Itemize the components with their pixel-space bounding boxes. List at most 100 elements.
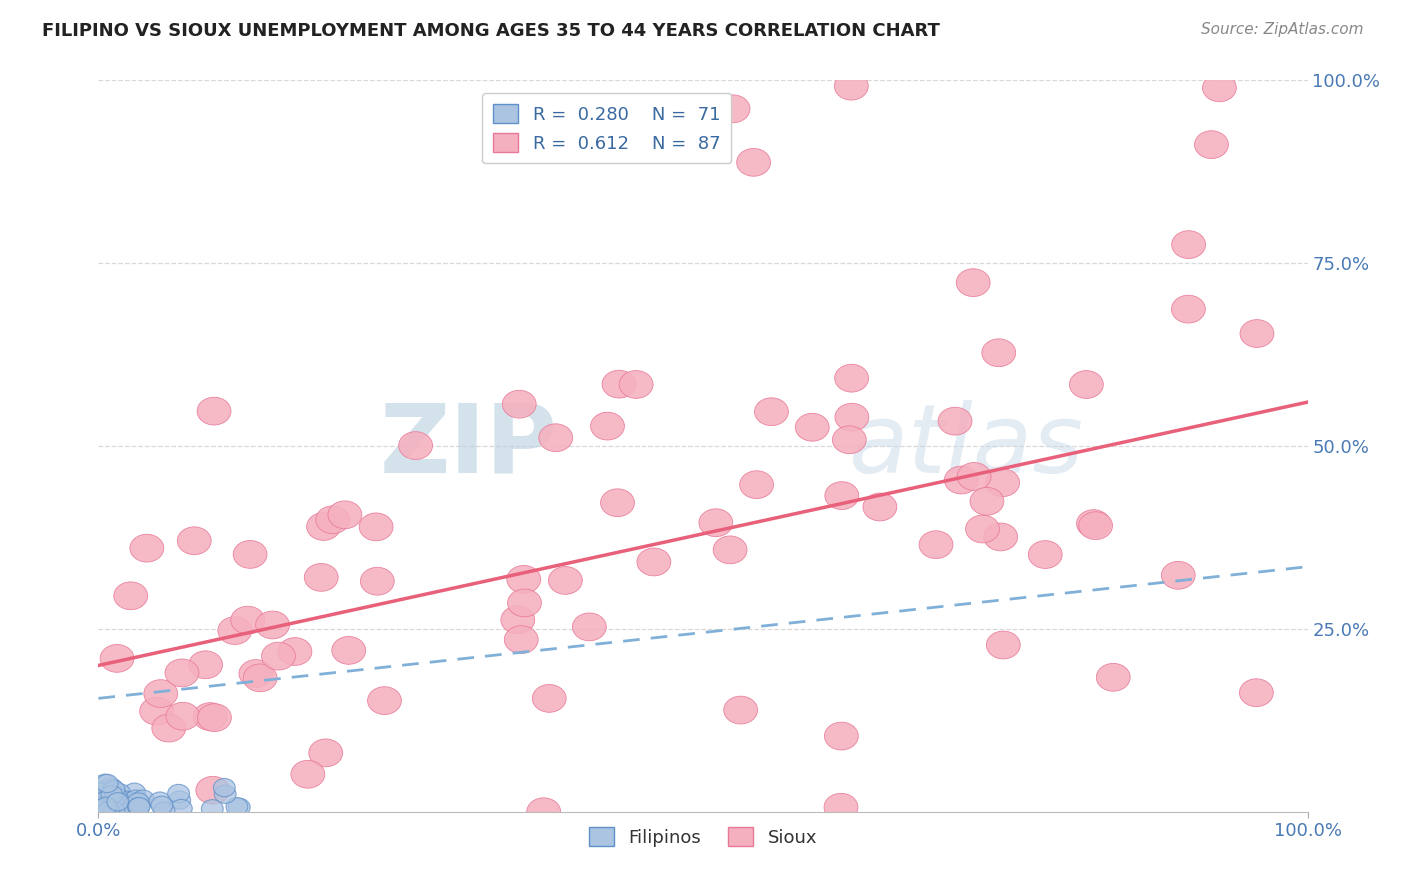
Ellipse shape bbox=[150, 797, 173, 814]
Ellipse shape bbox=[832, 425, 866, 454]
Ellipse shape bbox=[1077, 509, 1111, 538]
Ellipse shape bbox=[233, 541, 267, 568]
Ellipse shape bbox=[1028, 541, 1062, 568]
Ellipse shape bbox=[1097, 664, 1130, 691]
Ellipse shape bbox=[125, 790, 148, 808]
Text: FILIPINO VS SIOUX UNEMPLOYMENT AMONG AGES 35 TO 44 YEARS CORRELATION CHART: FILIPINO VS SIOUX UNEMPLOYMENT AMONG AGE… bbox=[42, 22, 941, 40]
Ellipse shape bbox=[505, 625, 538, 654]
Ellipse shape bbox=[167, 784, 190, 803]
Ellipse shape bbox=[103, 780, 125, 798]
Ellipse shape bbox=[824, 793, 858, 822]
Ellipse shape bbox=[214, 779, 235, 797]
Ellipse shape bbox=[166, 702, 200, 731]
Ellipse shape bbox=[97, 802, 120, 820]
Ellipse shape bbox=[527, 797, 561, 826]
Ellipse shape bbox=[619, 370, 652, 399]
Ellipse shape bbox=[239, 660, 273, 688]
Ellipse shape bbox=[508, 589, 541, 616]
Ellipse shape bbox=[1202, 74, 1236, 102]
Ellipse shape bbox=[121, 792, 142, 811]
Ellipse shape bbox=[114, 791, 136, 810]
Ellipse shape bbox=[197, 397, 231, 425]
Ellipse shape bbox=[193, 703, 226, 731]
Ellipse shape bbox=[291, 760, 325, 789]
Ellipse shape bbox=[966, 515, 1000, 543]
Ellipse shape bbox=[91, 799, 114, 817]
Ellipse shape bbox=[945, 467, 979, 494]
Ellipse shape bbox=[96, 789, 118, 806]
Ellipse shape bbox=[367, 687, 401, 714]
Ellipse shape bbox=[572, 613, 606, 640]
Ellipse shape bbox=[105, 799, 127, 817]
Ellipse shape bbox=[101, 790, 124, 808]
Ellipse shape bbox=[920, 531, 953, 558]
Ellipse shape bbox=[94, 797, 115, 816]
Ellipse shape bbox=[737, 148, 770, 177]
Ellipse shape bbox=[226, 797, 247, 816]
Ellipse shape bbox=[713, 536, 747, 564]
Legend: Filipinos, Sioux: Filipinos, Sioux bbox=[582, 820, 824, 854]
Ellipse shape bbox=[128, 793, 149, 811]
Ellipse shape bbox=[90, 784, 112, 802]
Ellipse shape bbox=[863, 493, 897, 521]
Ellipse shape bbox=[115, 795, 136, 813]
Text: Source: ZipAtlas.com: Source: ZipAtlas.com bbox=[1201, 22, 1364, 37]
Ellipse shape bbox=[89, 782, 111, 801]
Ellipse shape bbox=[724, 696, 758, 724]
Ellipse shape bbox=[93, 801, 115, 819]
Ellipse shape bbox=[97, 789, 120, 807]
Ellipse shape bbox=[1161, 561, 1195, 590]
Ellipse shape bbox=[699, 508, 733, 537]
Ellipse shape bbox=[501, 606, 534, 633]
Ellipse shape bbox=[262, 642, 295, 670]
Ellipse shape bbox=[740, 471, 773, 499]
Ellipse shape bbox=[824, 723, 858, 750]
Ellipse shape bbox=[93, 797, 115, 814]
Ellipse shape bbox=[278, 638, 312, 665]
Ellipse shape bbox=[502, 391, 536, 418]
Ellipse shape bbox=[197, 704, 232, 731]
Ellipse shape bbox=[96, 774, 118, 793]
Ellipse shape bbox=[132, 790, 155, 808]
Ellipse shape bbox=[602, 370, 636, 398]
Ellipse shape bbox=[201, 799, 224, 818]
Ellipse shape bbox=[100, 788, 121, 805]
Ellipse shape bbox=[129, 534, 163, 562]
Ellipse shape bbox=[835, 364, 869, 392]
Ellipse shape bbox=[96, 797, 117, 815]
Ellipse shape bbox=[834, 72, 869, 100]
Ellipse shape bbox=[548, 566, 582, 594]
Ellipse shape bbox=[309, 739, 343, 767]
Ellipse shape bbox=[243, 664, 277, 691]
Ellipse shape bbox=[231, 607, 264, 634]
Ellipse shape bbox=[101, 779, 122, 797]
Ellipse shape bbox=[107, 793, 129, 811]
Ellipse shape bbox=[101, 786, 122, 804]
Ellipse shape bbox=[100, 789, 121, 806]
Ellipse shape bbox=[1078, 512, 1112, 540]
Ellipse shape bbox=[716, 95, 749, 123]
Ellipse shape bbox=[89, 801, 111, 820]
Ellipse shape bbox=[195, 776, 229, 804]
Ellipse shape bbox=[835, 403, 869, 431]
Ellipse shape bbox=[170, 799, 193, 818]
Ellipse shape bbox=[100, 798, 122, 816]
Ellipse shape bbox=[105, 786, 128, 805]
Ellipse shape bbox=[304, 564, 339, 591]
Ellipse shape bbox=[328, 501, 361, 529]
Ellipse shape bbox=[177, 527, 211, 555]
Ellipse shape bbox=[114, 582, 148, 610]
Ellipse shape bbox=[153, 802, 174, 821]
Ellipse shape bbox=[316, 506, 350, 533]
Ellipse shape bbox=[360, 567, 394, 595]
Ellipse shape bbox=[1240, 319, 1274, 347]
Ellipse shape bbox=[218, 616, 252, 645]
Ellipse shape bbox=[332, 637, 366, 665]
Ellipse shape bbox=[129, 795, 150, 813]
Ellipse shape bbox=[108, 784, 131, 802]
Ellipse shape bbox=[533, 684, 567, 713]
Ellipse shape bbox=[100, 796, 122, 814]
Ellipse shape bbox=[97, 793, 120, 812]
Ellipse shape bbox=[987, 631, 1021, 659]
Ellipse shape bbox=[101, 795, 124, 814]
